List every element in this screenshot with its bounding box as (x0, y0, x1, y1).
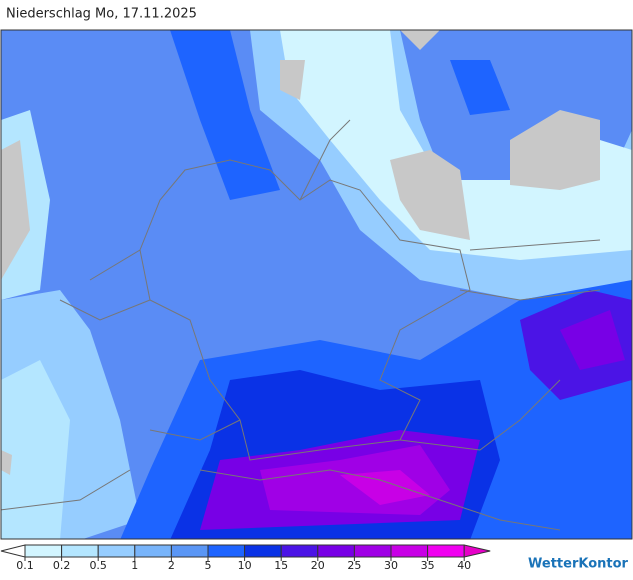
legend-swatch (280, 544, 319, 558)
legend-label: 2 (168, 559, 175, 572)
legend-swatch (170, 544, 209, 558)
borders (1, 119, 601, 531)
legend-swatch (317, 544, 355, 558)
legend-label: 15 (274, 559, 288, 572)
legend-label: 1 (131, 559, 138, 572)
map-frame (0, 29, 633, 540)
legend-label: 40 (457, 559, 471, 572)
legend-swatch (134, 544, 172, 558)
legend-arrow (0, 544, 26, 558)
precip-field (1, 30, 632, 539)
legend-label: 0.1 (16, 559, 34, 572)
legend-swatch (353, 544, 392, 558)
legend-swatch (390, 544, 429, 558)
legend-swatch (61, 544, 99, 558)
legend-swatch (24, 544, 63, 558)
legend-label: 25 (347, 559, 361, 572)
legend-label: 0.5 (89, 559, 107, 572)
legend-label: 0.2 (53, 559, 71, 572)
legend-label: 10 (238, 559, 252, 572)
title: Niederschlag Mo, 17.11.2025 (6, 7, 197, 22)
legend-swatch (427, 544, 465, 558)
legend-swatch (97, 544, 136, 558)
legend-label: 20 (311, 559, 325, 572)
legend: 0.1 0.2 0.5 1 2 5 10 15 20 25 30 35 40 (0, 544, 491, 572)
legend-arrow (463, 544, 491, 558)
legend-label: 35 (421, 559, 435, 572)
legend-label: 30 (384, 559, 398, 572)
logo: WetterKontor (528, 557, 629, 572)
legend-swatch (207, 544, 246, 558)
legend-swatch (244, 544, 282, 558)
legend-label: 5 (205, 559, 212, 572)
